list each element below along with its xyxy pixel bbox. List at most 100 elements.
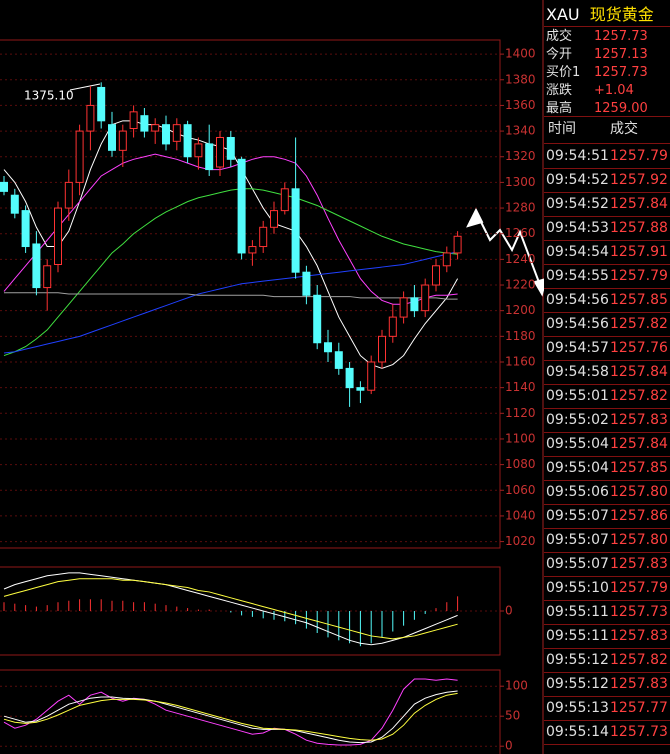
series-line xyxy=(3,578,458,640)
candle-body xyxy=(324,342,332,353)
candle-body xyxy=(421,284,430,312)
candle-body xyxy=(248,246,257,254)
series-line xyxy=(3,153,458,305)
trade-row: 09:55:021257.83 xyxy=(546,409,668,431)
trade-price: 1257.85 xyxy=(610,292,668,308)
y-tick-label: 1160 xyxy=(505,354,536,368)
trade-row: 09:54:531257.88 xyxy=(546,217,668,239)
candle-body xyxy=(388,316,397,337)
trade-time: 09:55:07 xyxy=(546,508,609,524)
trade-row: 09:55:121257.82 xyxy=(546,649,668,671)
separator xyxy=(544,648,670,649)
quote-label: 买价1 xyxy=(546,65,581,80)
candle-body xyxy=(432,265,440,286)
candle-body xyxy=(334,351,343,369)
y-tick-label: 1360 xyxy=(505,98,536,112)
candle-body xyxy=(10,194,19,214)
side-panel: XAU 现货黄金 成交 1257.73 今开 1257.13 买价1 1257.73 涨跌 +… xyxy=(544,0,670,754)
separator xyxy=(544,696,670,697)
separator xyxy=(544,480,670,481)
candle-body xyxy=(259,226,268,248)
y-tick-label: 1400 xyxy=(505,47,536,61)
trade-price: 1257.83 xyxy=(610,412,668,428)
series-line xyxy=(3,678,458,746)
candle-body xyxy=(313,294,322,344)
trade-row: 09:55:131257.77 xyxy=(546,697,668,719)
trade-time: 09:55:06 xyxy=(546,484,609,500)
y-tick-label: 100 xyxy=(505,679,528,693)
separator xyxy=(544,384,670,385)
trade-time: 09:55:04 xyxy=(546,460,609,476)
candle-body xyxy=(183,124,192,158)
trade-price: 1257.83 xyxy=(610,676,668,692)
trade-row: 09:55:041257.84 xyxy=(546,433,668,455)
quote-row: 涨跌 +1.04 xyxy=(546,81,634,99)
y-tick-label: 1060 xyxy=(505,483,536,497)
quote-row: 最高 1259.00 xyxy=(546,99,648,117)
quote-label: 涨跌 xyxy=(546,83,573,98)
trade-price: 1257.77 xyxy=(610,700,668,716)
quote-label: 今开 xyxy=(546,47,573,62)
kdj-panel xyxy=(0,669,501,754)
separator xyxy=(544,600,670,601)
separator xyxy=(544,624,670,625)
candle-body xyxy=(54,207,62,265)
candle-body xyxy=(237,158,246,254)
candle-body xyxy=(108,124,116,151)
trade-time: 09:55:11 xyxy=(546,628,609,644)
trade-price: 1257.79 xyxy=(610,148,668,164)
candle-body xyxy=(399,297,408,318)
separator xyxy=(544,312,670,313)
trade-row: 09:55:011257.82 xyxy=(546,385,668,407)
quote-label: 最高 xyxy=(546,101,573,116)
y-tick-label: 1220 xyxy=(505,278,536,292)
separator xyxy=(544,504,670,505)
y-tick-label: 1340 xyxy=(505,124,536,138)
trade-time: 09:54:58 xyxy=(546,364,609,380)
trade-row: 09:55:071257.80 xyxy=(546,529,668,551)
separator xyxy=(544,552,670,553)
quote-row: 成交 1257.73 xyxy=(546,27,648,45)
y-tick-label: 0 xyxy=(505,604,513,618)
separator xyxy=(544,744,670,745)
candle-body xyxy=(64,181,73,209)
trade-price: 1257.91 xyxy=(610,244,668,260)
y-tick-label: 1120 xyxy=(505,406,536,420)
trade-price: 1257.92 xyxy=(610,172,668,188)
trade-row: 09:54:511257.79 xyxy=(546,145,668,167)
trade-price: 1257.84 xyxy=(610,436,668,452)
y-tick-label: 1040 xyxy=(505,508,536,522)
separator xyxy=(544,240,670,241)
separator xyxy=(544,408,670,409)
y-tick-label: 1100 xyxy=(505,431,536,445)
trade-row: 09:55:071257.86 xyxy=(546,505,668,527)
y-tick-label: 1180 xyxy=(505,329,536,343)
y-tick-label: 1280 xyxy=(505,201,536,215)
candle-body xyxy=(0,181,8,192)
y-tick-label: 1380 xyxy=(505,72,536,86)
trade-price: 1257.79 xyxy=(610,268,668,284)
trade-price: 1257.88 xyxy=(610,220,668,236)
candle-body xyxy=(21,210,30,248)
candle-body xyxy=(410,297,419,312)
header: 成交 xyxy=(610,121,638,137)
quote-label: 成交 xyxy=(546,29,573,44)
trade-row: 09:55:041257.85 xyxy=(546,457,668,479)
trade-time: 09:55:10 xyxy=(546,580,609,596)
quote-value: 1257.73 xyxy=(594,29,648,44)
y-tick-label: 1260 xyxy=(505,226,536,240)
candle-body xyxy=(226,136,235,160)
quote-value: 1257.73 xyxy=(594,65,648,80)
separator xyxy=(544,336,670,337)
trade-price: 1257.83 xyxy=(610,628,668,644)
separator xyxy=(544,456,670,457)
trade-row: 09:54:551257.79 xyxy=(546,265,668,287)
trade-time: 09:55:12 xyxy=(546,652,609,668)
y-tick-label: 1140 xyxy=(505,380,536,394)
trade-time: 09:54:56 xyxy=(546,316,609,332)
trade-time: 09:54:57 xyxy=(546,340,609,356)
separator xyxy=(544,672,670,673)
separator xyxy=(544,432,670,433)
trade-time: 09:54:52 xyxy=(546,172,609,188)
separator xyxy=(544,288,670,289)
